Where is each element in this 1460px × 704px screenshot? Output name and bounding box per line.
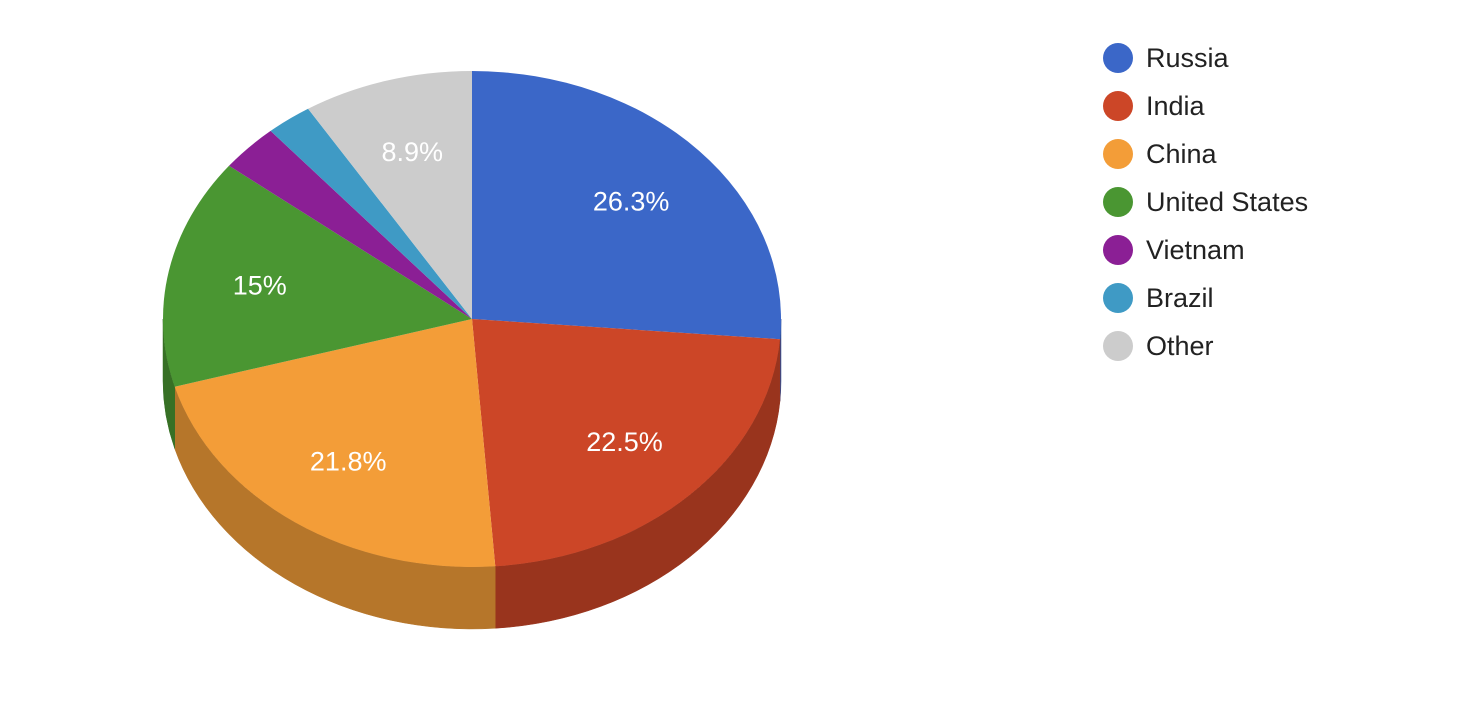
pie-slice-other[interactable] xyxy=(308,71,472,319)
slice-label-china: 21.8% xyxy=(310,446,387,476)
slice-label-other: 8.9% xyxy=(382,137,444,167)
pie-side-united-states xyxy=(162,318,175,449)
legend-swatch xyxy=(1103,331,1133,361)
legend-item-other[interactable]: Other xyxy=(1103,322,1308,370)
legend-swatch xyxy=(1103,187,1133,217)
legend: Russia India China United States Vietnam Braz… xyxy=(1103,34,1308,370)
legend-label: United States xyxy=(1146,186,1309,217)
legend-label: Other xyxy=(1146,330,1214,361)
pie-slice-china[interactable] xyxy=(174,319,496,567)
legend-swatch xyxy=(1103,91,1133,121)
legend-item-united-states[interactable]: United States xyxy=(1103,178,1308,226)
legend-item-china[interactable]: China xyxy=(1103,130,1308,178)
legend-label: India xyxy=(1146,90,1205,121)
legend-label: China xyxy=(1146,138,1217,169)
legend-label: Vietnam xyxy=(1146,234,1245,265)
pie-slice-russia[interactable] xyxy=(472,71,781,340)
legend-swatch xyxy=(1103,139,1133,169)
legend-swatch xyxy=(1103,283,1133,313)
pie-slice-india[interactable] xyxy=(472,319,780,567)
legend-label: Russia xyxy=(1146,42,1229,73)
pie-slice-united-states[interactable] xyxy=(163,165,472,387)
slice-labels: 26.3% 22.5% 21.8% 15% 8.9% xyxy=(233,137,670,476)
legend-swatch xyxy=(1103,235,1133,265)
pie-slice-brazil[interactable] xyxy=(270,108,472,319)
slice-label-united-states: 15% xyxy=(233,270,287,300)
slice-label-india: 22.5% xyxy=(586,427,663,457)
legend-swatch xyxy=(1103,43,1133,73)
legend-item-brazil[interactable]: Brazil xyxy=(1103,274,1308,322)
pie-top xyxy=(163,71,781,567)
legend-label: Brazil xyxy=(1146,282,1214,313)
legend-item-vietnam[interactable]: Vietnam xyxy=(1103,226,1308,274)
slice-label-russia: 26.3% xyxy=(593,186,670,216)
pie-slice-vietnam[interactable] xyxy=(229,130,472,319)
legend-item-india[interactable]: India xyxy=(1103,82,1308,130)
legend-item-russia[interactable]: Russia xyxy=(1103,34,1308,82)
